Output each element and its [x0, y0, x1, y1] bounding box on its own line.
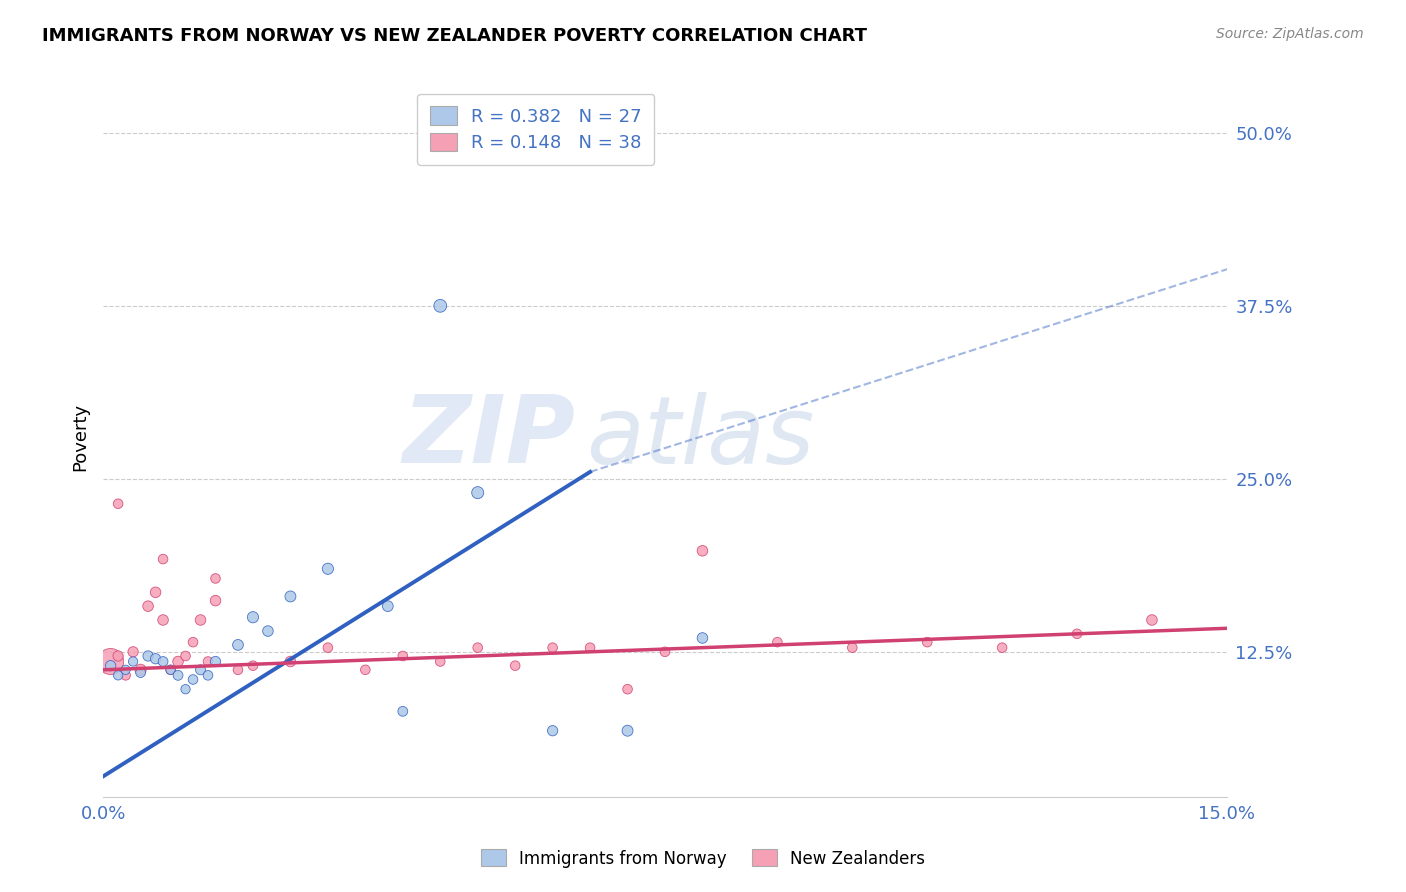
Point — [107, 497, 129, 511]
Point — [122, 655, 145, 669]
Point — [174, 648, 197, 663]
Point — [129, 663, 152, 677]
Point — [1066, 627, 1088, 641]
Point — [766, 635, 789, 649]
Point — [190, 613, 212, 627]
Point — [316, 640, 339, 655]
Point — [197, 668, 219, 682]
Point — [692, 631, 714, 645]
Point — [152, 613, 174, 627]
Point — [167, 655, 190, 669]
Point — [190, 663, 212, 677]
Point — [391, 704, 413, 718]
Point — [841, 640, 863, 655]
Point — [377, 599, 399, 614]
Text: Source: ZipAtlas.com: Source: ZipAtlas.com — [1216, 27, 1364, 41]
Point — [316, 562, 339, 576]
Text: atlas: atlas — [586, 392, 814, 483]
Point — [129, 665, 152, 680]
Point — [107, 648, 129, 663]
Point — [136, 648, 159, 663]
Point — [107, 668, 129, 682]
Point — [257, 624, 280, 638]
Point — [280, 590, 302, 604]
Point — [391, 648, 413, 663]
Point — [114, 663, 136, 677]
Point — [242, 658, 264, 673]
Point — [159, 663, 181, 677]
Point — [541, 640, 564, 655]
Text: IMMIGRANTS FROM NORWAY VS NEW ZEALANDER POVERTY CORRELATION CHART: IMMIGRANTS FROM NORWAY VS NEW ZEALANDER … — [42, 27, 868, 45]
Point — [100, 655, 122, 669]
Point — [1140, 613, 1163, 627]
Point — [467, 640, 489, 655]
Point — [654, 645, 676, 659]
Point — [145, 585, 167, 599]
Point — [167, 668, 190, 682]
Point — [181, 635, 204, 649]
Legend: Immigrants from Norway, New Zealanders: Immigrants from Norway, New Zealanders — [470, 838, 936, 880]
Point — [503, 658, 526, 673]
Point — [429, 299, 451, 313]
Point — [915, 635, 938, 649]
Point — [204, 593, 226, 607]
Point — [152, 552, 174, 566]
Point — [692, 543, 714, 558]
Point — [122, 645, 145, 659]
Point — [136, 599, 159, 614]
Point — [181, 673, 204, 687]
Point — [226, 663, 249, 677]
Point — [145, 651, 167, 665]
Point — [100, 658, 122, 673]
Point — [197, 655, 219, 669]
Point — [354, 663, 377, 677]
Point — [174, 682, 197, 697]
Point — [152, 655, 174, 669]
Point — [616, 682, 638, 697]
Point — [242, 610, 264, 624]
Point — [579, 640, 602, 655]
Point — [616, 723, 638, 738]
Point — [429, 655, 451, 669]
Point — [204, 572, 226, 586]
Point — [991, 640, 1014, 655]
Point — [541, 723, 564, 738]
Legend: R = 0.382   N = 27, R = 0.148   N = 38: R = 0.382 N = 27, R = 0.148 N = 38 — [418, 94, 654, 165]
Point — [114, 668, 136, 682]
Point — [226, 638, 249, 652]
Point — [467, 485, 489, 500]
Y-axis label: Poverty: Poverty — [72, 403, 89, 471]
Text: ZIP: ZIP — [402, 392, 575, 483]
Point — [204, 655, 226, 669]
Point — [159, 663, 181, 677]
Point — [280, 655, 302, 669]
